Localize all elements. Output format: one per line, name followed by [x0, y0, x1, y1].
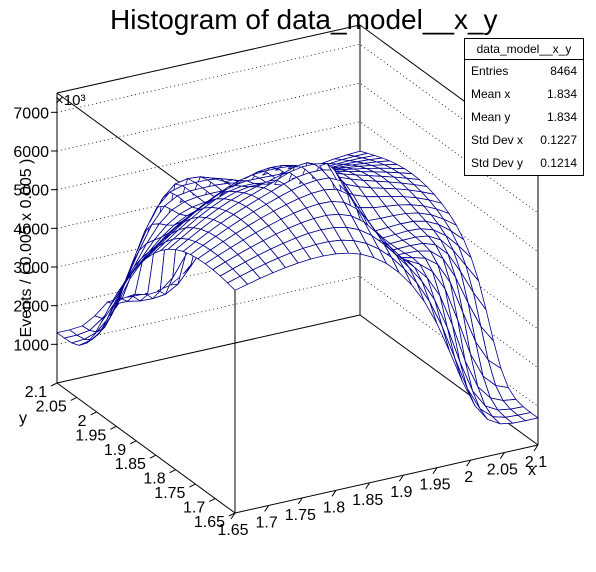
y-tick-label: 2.05: [36, 398, 67, 415]
surface-cell: [517, 412, 539, 422]
y-tick: [129, 440, 137, 445]
y-tick-label: 2.1: [25, 384, 47, 401]
y-tick-label: 2: [78, 413, 87, 430]
z-axis-label: Events / ( 0.005 x 0.005 ): [18, 159, 35, 338]
stats-row-stddev-x: Std Dev x 0.1227: [465, 129, 583, 152]
z-tick-label: 5000: [13, 183, 49, 200]
x-tick: [230, 512, 236, 520]
stats-value: 0.1227: [540, 133, 577, 147]
y-axis-label: y: [19, 410, 27, 427]
chart-title: Histogram of data_model__x_y: [110, 4, 498, 35]
y-tick-label: 1.65: [194, 514, 225, 531]
x-axis-label: x: [528, 462, 536, 479]
y-tick: [110, 425, 117, 430]
y-tick: [208, 498, 216, 503]
frame-edge: [234, 444, 539, 514]
x-tick-label: 2.1: [525, 454, 547, 471]
y-tick: [228, 512, 236, 517]
z-tick-label: 3000: [13, 260, 49, 277]
z-tick-label: 6000: [13, 144, 49, 161]
y-tick-label: 1.9: [104, 442, 126, 459]
y-tick-label: 1.8: [143, 471, 165, 488]
x-tick-label: 2: [464, 469, 473, 486]
x-tick-label: 1.9: [390, 484, 412, 501]
stats-value: 1.834: [546, 110, 577, 124]
x-tick: [533, 444, 539, 452]
y-tick: [50, 382, 58, 387]
stats-label: Mean x: [471, 87, 511, 101]
stats-box: data_model__x_y Entries 8464 Mean x 1.83…: [464, 38, 584, 176]
stats-value: 1.834: [546, 87, 577, 101]
x-tick-label: 1.85: [352, 492, 383, 509]
stats-title: data_model__x_y: [465, 39, 583, 60]
stats-label: Std Dev x: [471, 133, 524, 147]
stats-label: Std Dev y: [471, 156, 524, 170]
z-tick-label: 4000: [13, 221, 49, 238]
x-tick: [398, 474, 404, 482]
z-tick-label: 1000: [13, 337, 49, 354]
x-tick: [432, 467, 438, 474]
x-tick-label: 1.8: [323, 499, 345, 516]
y-tick: [189, 483, 196, 488]
y-tick-label: 1.7: [183, 500, 205, 517]
stats-value: 0.1214: [540, 156, 577, 170]
y-tick: [70, 396, 78, 401]
y-tick: [149, 454, 157, 459]
x-tick: [297, 497, 303, 505]
frame-edge: [56, 314, 361, 384]
stats-row-stddev-y: Std Dev y 0.1214: [465, 152, 583, 175]
x-tick-label: 1.95: [419, 477, 450, 494]
stats-row-mean-y: Mean y 1.834: [465, 106, 583, 129]
x-tick-label: 1.75: [285, 507, 316, 524]
y-tick-label: 1.75: [154, 485, 185, 502]
x-tick: [331, 490, 337, 497]
z-axis-multiplier: ×10³: [55, 92, 85, 109]
z-tick-label: 7000: [13, 105, 49, 122]
stats-row-entries: Entries 8464: [465, 60, 583, 83]
stats-value: 8464: [550, 64, 577, 78]
x-tick-label: 1.65: [217, 522, 248, 539]
frame-edge: [56, 382, 236, 514]
x-tick-label: 2.05: [487, 462, 518, 479]
x-tick-label: 1.7: [256, 514, 278, 531]
x-tick: [365, 482, 371, 490]
stats-label: Mean y: [471, 110, 511, 124]
y-tick: [169, 469, 176, 474]
stats-row-mean-x: Mean x 1.834: [465, 83, 583, 106]
z-tick-label: 2000: [13, 299, 49, 316]
frame-edge: [56, 24, 361, 94]
y-tick-label: 1.95: [75, 427, 106, 444]
x-tick: [499, 452, 505, 459]
x-tick: [466, 459, 472, 467]
x-tick: [264, 505, 270, 512]
y-tick: [90, 411, 97, 416]
y-tick-label: 1.85: [115, 456, 146, 473]
stats-label: Entries: [471, 64, 509, 78]
